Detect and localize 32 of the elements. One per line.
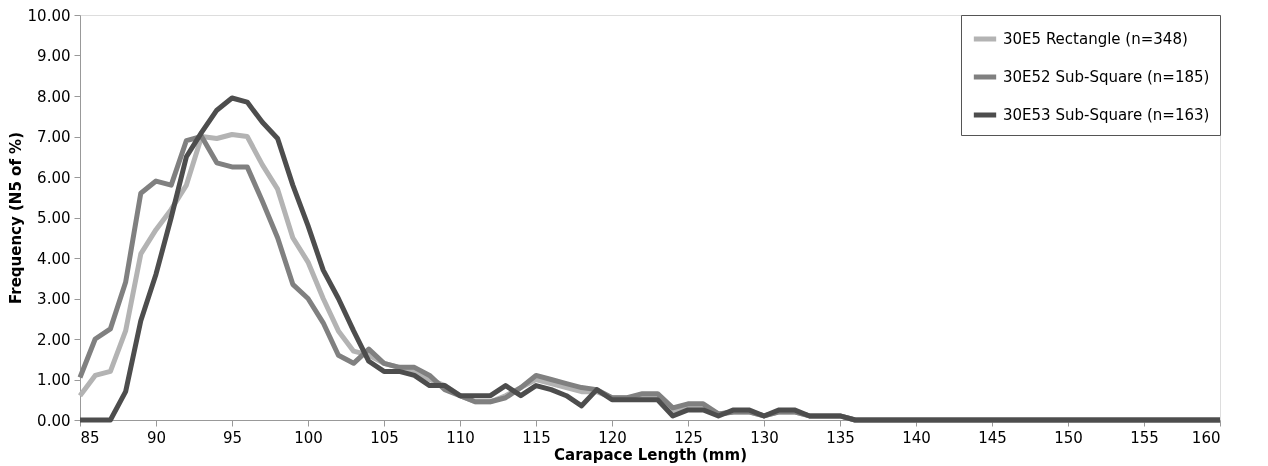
x-tick-label: 100 (294, 428, 323, 447)
y-tick-label: 10.00 (27, 6, 71, 25)
x-tick-label: 95 (222, 428, 243, 447)
x-tick-label: 85 (80, 428, 100, 447)
x-tick-label: 90 (146, 428, 167, 447)
y-tick-label: 4.00 (37, 249, 71, 268)
y-tick-label: 6.00 (37, 168, 71, 187)
y-tick-label: 7.00 (37, 128, 71, 146)
y-tick-label: 8.00 (37, 87, 71, 106)
x-tick-label: 160 (1191, 428, 1221, 447)
x-tick-label: 105 (370, 428, 399, 447)
y-tick-label: 0.00 (37, 411, 71, 430)
legend-label: 30E5 Rectangle (n=348) (1003, 30, 1188, 48)
x-tick-label: 155 (1130, 428, 1159, 447)
y-tick-label: 9.00 (37, 47, 71, 65)
x-tick-label: 125 (674, 428, 703, 447)
x-tick-label: 115 (522, 428, 551, 447)
legend-label: 30E52 Sub-Square (n=185) (1003, 68, 1210, 86)
x-tick-label: 135 (826, 428, 855, 447)
x-tick-label: 145 (978, 428, 1007, 447)
x-tick-label: 140 (902, 428, 931, 447)
y-tick-label: 3.00 (37, 290, 71, 308)
y-tick-label: 2.00 (37, 330, 71, 349)
x-tick-label: 120 (598, 428, 627, 447)
x-tick-label: 130 (750, 428, 779, 447)
x-axis-title: Carapace Length (mm) (554, 445, 747, 464)
y-tick-label: 1.00 (37, 371, 71, 389)
legend-label: 30E53 Sub-Square (n=163) (1003, 106, 1210, 124)
y-tick-label: 5.00 (37, 209, 71, 227)
x-tick-label: 150 (1054, 428, 1083, 447)
x-tick-label: 110 (446, 428, 475, 447)
y-axis-title: Frequency (N5 of %) (6, 131, 25, 305)
